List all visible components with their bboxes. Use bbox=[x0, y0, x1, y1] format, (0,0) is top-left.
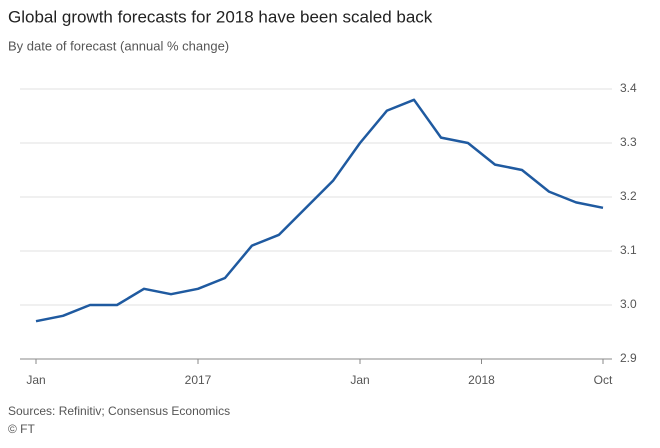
y-tick-label: 3.0 bbox=[620, 297, 637, 311]
line-series bbox=[35, 98, 604, 323]
source: Sources: Refinitiv; Consensus Economics bbox=[8, 404, 230, 418]
y-tick-label: 3.4 bbox=[620, 81, 637, 95]
y-tick-label: 3.1 bbox=[620, 243, 637, 257]
y-tick-label: 3.2 bbox=[620, 189, 637, 203]
year-label: 2017 bbox=[185, 373, 212, 387]
x-tick-label: Oct bbox=[594, 373, 613, 387]
credit: © FT bbox=[8, 422, 36, 436]
chart-title: Global growth forecasts for 2018 have be… bbox=[8, 7, 433, 26]
year-label: 2018 bbox=[468, 373, 495, 387]
y-tick-label: 3.3 bbox=[620, 135, 637, 149]
chart-subtitle: By date of forecast (annual % change) bbox=[8, 38, 229, 53]
x-tick-label: Jan bbox=[350, 373, 369, 387]
y-tick-label: 2.9 bbox=[620, 351, 637, 365]
x-tick-label: Jan bbox=[26, 373, 45, 387]
